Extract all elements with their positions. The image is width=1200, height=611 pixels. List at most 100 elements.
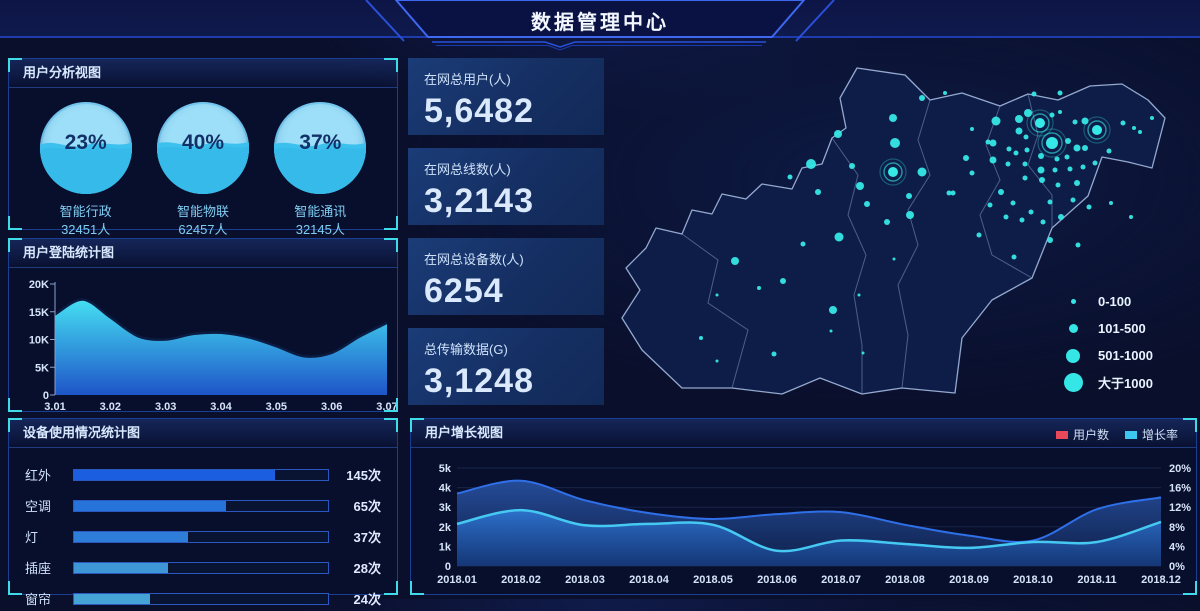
svg-text:3.05: 3.05 (266, 401, 287, 413)
legend-dot-icon (1060, 348, 1086, 363)
device-usage-title: 设备使用情况统计图 (9, 419, 397, 448)
stat-value: 5,6482 (424, 92, 534, 130)
svg-text:1k: 1k (439, 541, 452, 553)
svg-text:3.07: 3.07 (376, 401, 397, 413)
legend-dot-icon (1060, 373, 1086, 392)
bar-category-label: 红外 (25, 468, 52, 483)
svg-text:2018.12: 2018.12 (1141, 574, 1181, 586)
svg-text:2018.02: 2018.02 (501, 574, 541, 586)
legend-label: 用户数 (1072, 428, 1109, 442)
svg-text:2018.03: 2018.03 (565, 574, 605, 586)
svg-text:20%: 20% (1169, 463, 1191, 475)
liquid-gauge: 40% (156, 102, 249, 194)
svg-text:4%: 4% (1169, 541, 1185, 553)
svg-text:2018.09: 2018.09 (949, 574, 989, 586)
svg-text:8%: 8% (1169, 522, 1185, 534)
stat-card-total-lines: 在网总线数(人) 3,2143 (408, 148, 604, 225)
svg-text:3.03: 3.03 (155, 401, 176, 413)
map-legend-row: 大于1000 (1060, 369, 1153, 396)
gauge-count: 32145人 (295, 221, 345, 237)
svg-text:12%: 12% (1169, 502, 1191, 514)
region-bubble-map: 0-100 101-500 501-1000 大于1000 (608, 45, 1200, 415)
gauge-count: 32451人 (61, 221, 111, 237)
svg-text:4k: 4k (439, 483, 452, 495)
stat-card-total-users: 在网总用户(人) 5,6482 (408, 58, 604, 135)
svg-text:3.01: 3.01 (44, 401, 65, 413)
gauge-wave (156, 141, 249, 194)
svg-text:2018.07: 2018.07 (821, 574, 861, 586)
map-legend-label: 0-100 (1098, 294, 1132, 309)
growth-chart-legend: 用户数 增长率 (1055, 426, 1178, 443)
liquid-gauge: 23% (39, 102, 132, 194)
svg-text:3.04: 3.04 (210, 401, 232, 413)
svg-text:3.02: 3.02 (100, 401, 121, 413)
legend-dot-icon (1060, 299, 1086, 304)
svg-text:2018.05: 2018.05 (693, 574, 733, 586)
map-district-borders (681, 93, 1053, 394)
bar-fill (74, 469, 275, 480)
legend-item-growth[interactable]: 增长率 (1124, 426, 1178, 443)
stat-value: 3,2143 (424, 182, 534, 220)
bar-category-label: 灯 (25, 530, 39, 545)
bar-value-label: 145次 (346, 468, 381, 483)
user-growth-panel: 用户增长视图 用户数 增长率 0 1k 2k 3k 4k 5k 0% 4% 8% 12% 16% 20… (410, 418, 1197, 595)
user-analysis-title: 用户分析视图 (9, 59, 397, 88)
legend-item-users[interactable]: 用户数 (1055, 426, 1109, 443)
stat-value: 6254 (424, 272, 504, 310)
map-legend-row: 0-100 (1060, 288, 1153, 315)
bar-track (73, 561, 329, 574)
svg-text:15K: 15K (29, 307, 49, 319)
user-analysis-panel: 用户分析视图 23% 智能行政 32451人 40% (8, 58, 398, 237)
bar-track (73, 499, 329, 512)
bar-fill (74, 531, 189, 542)
svg-text:0%: 0% (1169, 561, 1185, 573)
bar-track (73, 530, 329, 543)
map-legend-label: 501-1000 (1098, 348, 1153, 363)
stat-label: 在网总用户(人) (424, 72, 511, 87)
svg-text:2k: 2k (439, 522, 452, 534)
stat-card-total-data: 总传输数据(G) 3,1248 (408, 328, 604, 405)
svg-text:2018.08: 2018.08 (885, 574, 925, 586)
stat-card-total-devices: 在网总设备数(人) 6254 (408, 238, 604, 315)
map-svg (621, 67, 1166, 395)
svg-text:20K: 20K (29, 279, 49, 291)
stat-value: 3,1248 (424, 362, 534, 400)
gauge-name: 智能物联 (176, 204, 229, 219)
liquid-gauge: 37% (274, 102, 367, 194)
stat-label: 总传输数据(G) (424, 342, 508, 357)
map-legend-row: 101-500 (1060, 315, 1153, 342)
map-legend: 0-100 101-500 501-1000 大于1000 (1060, 288, 1153, 396)
device-bar-row: 灯 37次 (25, 524, 381, 549)
bar-category-label: 空调 (25, 499, 52, 514)
map-legend-label: 大于1000 (1098, 376, 1153, 391)
growth-area-chart: 0 1k 2k 3k 4k 5k 0% 4% 8% 12% 16% 20% 2018.01 2018.… (437, 463, 1191, 586)
svg-text:3.06: 3.06 (321, 401, 342, 413)
gauge-wave (39, 142, 132, 194)
svg-text:2018.01: 2018.01 (437, 574, 477, 586)
login-area-chart: 0 5K 10K 15K 20K 3.01 3.02 3.03 3.04 3.05 3.06 3.0… (29, 279, 398, 413)
gauge-wave (274, 142, 367, 194)
map-bubbles (699, 90, 1154, 363)
svg-text:5K: 5K (35, 362, 49, 374)
bar-value-label: 65次 (353, 499, 381, 514)
map-legend-row: 501-1000 (1060, 342, 1153, 369)
legend-label: 增长率 (1141, 428, 1178, 442)
gauge-comms: 37% 智能通讯 32145人 (274, 102, 367, 238)
gauge-percent: 40% (181, 131, 224, 154)
bar-category-label: 插座 (25, 561, 52, 576)
gauge-row: 23% 智能行政 32451人 40% 智能物联 62457人 (9, 88, 397, 238)
device-bar-row: 红外 145次 (25, 462, 381, 487)
login-stats-panel: 用户登陆统计图 0 5K 10K 15K 20K 3.01 3.02 3.03 3.04 3.0… (8, 238, 398, 413)
gauge-name: 智能行政 (59, 204, 112, 219)
bar-fill (74, 500, 227, 511)
svg-text:5k: 5k (439, 463, 452, 475)
svg-text:2018.11: 2018.11 (1077, 574, 1116, 586)
svg-text:16%: 16% (1169, 483, 1191, 495)
bar-value-label: 37次 (353, 530, 381, 545)
device-bar-list: 红外 145次 空调 65次灯 37次 插座 28次 窗帘 24次 (9, 448, 397, 611)
gauge-percent: 37% (299, 131, 342, 154)
legend-swatch (1055, 430, 1068, 439)
stat-label: 在网总线数(人) (424, 162, 511, 177)
gauge-iot: 40% 智能物联 62457人 (156, 102, 249, 238)
gauge-percent: 23% (64, 131, 107, 154)
